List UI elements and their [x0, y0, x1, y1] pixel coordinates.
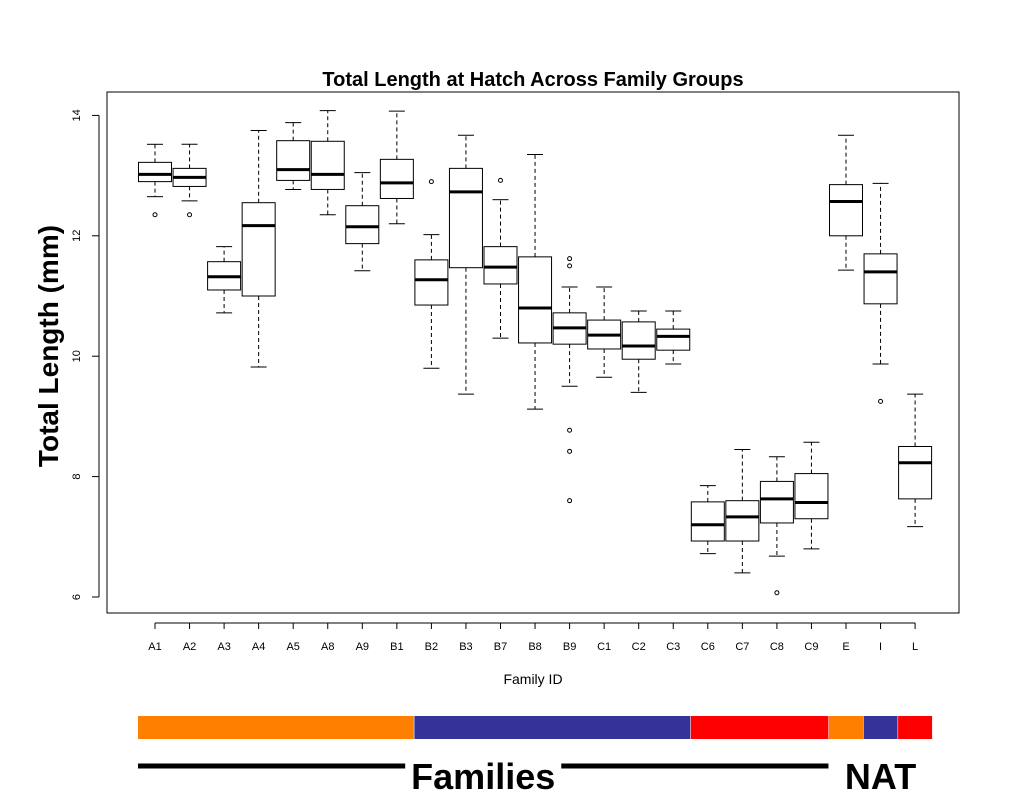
box-iqr: [898, 446, 933, 500]
box-iqr: [276, 140, 311, 181]
box-iqr: [759, 480, 794, 524]
y-axis-label: Total Length (mm): [33, 225, 64, 467]
box-iqr: [241, 202, 276, 297]
outlier-point: [152, 212, 158, 218]
x-tick-label: B1: [390, 641, 403, 653]
x-tick-label: C2: [632, 641, 646, 653]
outlier-point: [567, 263, 573, 269]
y-axis: 6 8 10 12 14: [71, 109, 100, 600]
box-B1: [379, 110, 414, 225]
box-iqr: [829, 184, 863, 237]
box-A3: [207, 246, 242, 314]
boxes: [138, 110, 933, 596]
group-labels: Families NAT: [138, 756, 916, 797]
x-tick-label: A4: [252, 641, 265, 653]
group-bar: [138, 716, 414, 739]
x-tick-label: A3: [217, 641, 230, 653]
group-bar: [414, 716, 691, 739]
box-iqr: [656, 328, 691, 351]
box-L: [898, 393, 933, 528]
x-tick-label: B7: [494, 641, 507, 653]
x-tick-label: C1: [597, 641, 611, 653]
box-A9: [345, 172, 380, 272]
x-tick-label: B2: [425, 641, 438, 653]
y-tick-label: 8: [71, 474, 83, 480]
x-tick-label: C9: [804, 641, 818, 653]
box-iqr: [448, 167, 483, 269]
outlier-point: [567, 427, 573, 433]
x-tick-label: A9: [356, 641, 369, 653]
group-bar: [863, 716, 898, 739]
box-C2: [621, 310, 656, 393]
x-axis-label: Family ID: [503, 671, 562, 687]
group-label: Families: [411, 756, 555, 797]
box-iqr: [138, 161, 172, 183]
x-tick-label: C7: [735, 641, 749, 653]
x-tick-label: I: [879, 641, 882, 653]
x-tick-label: L: [912, 641, 918, 653]
box-iqr: [345, 205, 380, 245]
box-C6: [690, 485, 725, 555]
x-tick-label: B8: [528, 641, 541, 653]
box-iqr: [414, 259, 449, 306]
outlier-point: [567, 498, 573, 504]
x-tick-label: A1: [148, 641, 161, 653]
box-iqr: [518, 256, 553, 344]
x-tick-label: A2: [183, 641, 196, 653]
x-tick-label: E: [842, 641, 849, 653]
box-iqr: [725, 500, 760, 542]
box-A4: [241, 129, 276, 368]
group-label: NAT: [845, 756, 916, 797]
outlier-point: [567, 448, 573, 454]
box-C9: [794, 441, 829, 550]
box-B7: [483, 177, 518, 339]
box-iqr: [483, 246, 518, 285]
outlier-point: [567, 256, 573, 262]
box-C8: [759, 456, 794, 596]
box-iqr: [690, 501, 725, 542]
box-C3: [656, 310, 691, 365]
outlier-point: [774, 590, 780, 596]
y-tick-label: 6: [71, 594, 83, 600]
x-tick-label: C3: [666, 641, 680, 653]
box-B8: [518, 154, 553, 410]
box-B2: [414, 179, 449, 369]
box-iqr: [794, 473, 829, 520]
group-bar: [690, 716, 829, 739]
box-iqr: [310, 140, 345, 190]
box-iqr: [621, 321, 656, 360]
box-A5: [276, 122, 311, 190]
box-A8: [310, 110, 345, 216]
box-E: [829, 134, 863, 271]
group-color-bars: [138, 716, 933, 739]
y-tick-label: 10: [71, 350, 83, 362]
box-C7: [725, 449, 760, 574]
y-tick-label: 12: [71, 230, 83, 242]
outlier-point: [878, 398, 884, 404]
box-B9: [552, 256, 587, 504]
outlier-point: [428, 179, 434, 185]
plot-frame: [106, 91, 960, 614]
box-A2: [172, 143, 207, 218]
box-C1: [587, 286, 622, 378]
box-iqr: [379, 158, 414, 199]
y-tick-label: 14: [71, 109, 83, 121]
x-tick-label: A5: [286, 641, 299, 653]
outlier-point: [187, 212, 193, 218]
group-bar: [829, 716, 863, 739]
box-iqr: [863, 253, 898, 305]
x-tick-label: C8: [770, 641, 784, 653]
x-tick-label: A8: [321, 641, 334, 653]
box-B3: [448, 134, 483, 395]
x-axis: A1 A2 A3 A4 A5 A8 A9 B1 B2 B3 B7 B8 B9 C1 C2 C3 C6 C7 C8 C9…: [148, 622, 918, 653]
group-bar: [898, 716, 933, 739]
x-tick-label: B9: [563, 641, 576, 653]
x-tick-label: C6: [701, 641, 715, 653]
x-tick-label: B3: [459, 641, 472, 653]
outlier-point: [498, 177, 503, 183]
box-A1: [138, 143, 172, 218]
chart-title: Total Length at Hatch Across Family Grou…: [322, 69, 743, 91]
box-I: [863, 182, 898, 404]
